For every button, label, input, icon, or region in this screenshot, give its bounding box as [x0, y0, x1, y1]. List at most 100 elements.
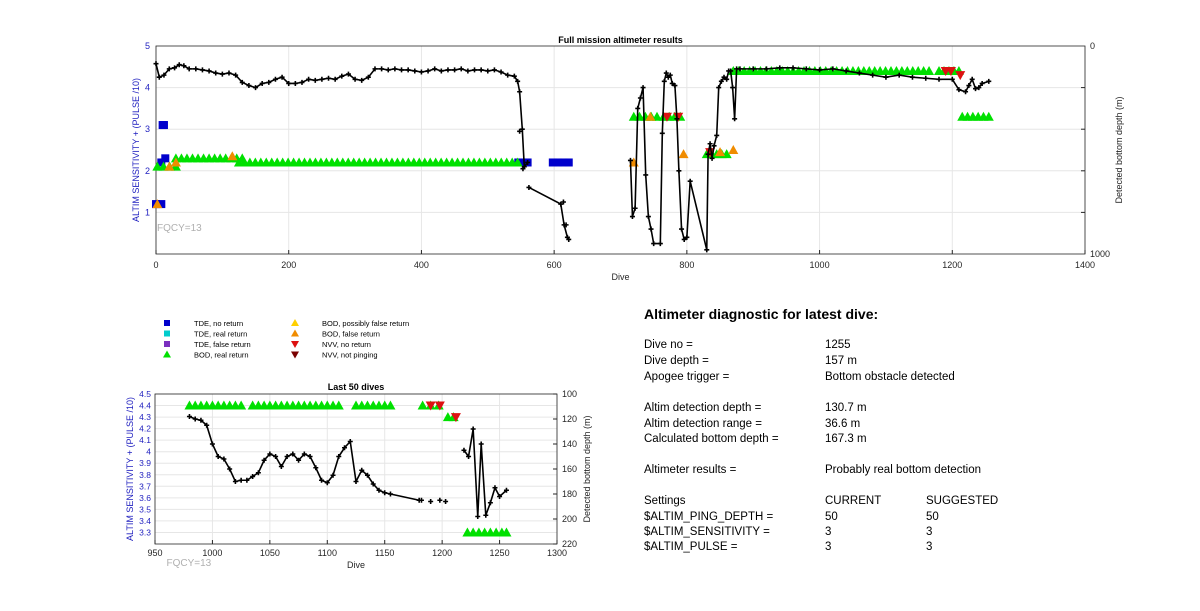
x-axis-label: Dive	[611, 272, 629, 282]
depth-point	[186, 66, 192, 72]
depth-point	[705, 151, 711, 157]
x-tick-label: 600	[547, 260, 562, 270]
depth-point	[376, 487, 382, 493]
depth-point	[307, 454, 313, 459]
calculated-bottom-depth-label: Calculated bottom depth =	[644, 433, 779, 445]
depth-point	[721, 74, 727, 80]
y-tick-label: 4	[145, 83, 150, 93]
depth-point	[192, 416, 198, 422]
depth-point	[359, 77, 365, 83]
depth-point	[517, 128, 523, 134]
depth-point	[365, 74, 371, 80]
depth-point	[312, 77, 318, 83]
depth-point	[817, 67, 823, 73]
y-tick-label: 4	[146, 447, 151, 457]
depth-point	[732, 116, 738, 122]
depth-point	[272, 76, 278, 82]
marker-tde-no-return	[157, 200, 166, 209]
legend-label: NVV, not pinging	[322, 351, 378, 360]
depth-point	[724, 76, 730, 82]
depth-point	[232, 479, 238, 484]
last-50-dives-chart: 950 1000 1050 1100 1150 1200 1250 1300 3.33.4 3.5…	[125, 382, 592, 570]
depth-point	[226, 70, 232, 76]
x-tick-label: 1300	[547, 548, 567, 558]
x-tick-label: 200	[281, 260, 296, 270]
sensitivity-current: 3	[825, 526, 832, 538]
depth-point	[672, 83, 678, 89]
depth-point	[452, 67, 458, 73]
depth-point	[470, 426, 476, 432]
depth-point	[870, 72, 876, 78]
x-tick-label: 1200	[942, 260, 962, 270]
depth-point	[176, 62, 182, 68]
legend-marker-tde-false-return	[164, 341, 170, 347]
depth-point	[979, 80, 985, 86]
y2-tick-label: 1000	[1090, 249, 1110, 259]
x-tick-label: 0	[153, 260, 158, 270]
depth-point	[437, 497, 443, 503]
depth-point	[505, 72, 511, 78]
depth-point	[956, 87, 962, 93]
depth-point	[221, 456, 227, 462]
diagnostic-title: Altimeter diagnostic for latest dive:	[644, 306, 879, 322]
y-tick-label: 3	[145, 124, 150, 134]
y2-tick-label: 220	[562, 539, 577, 549]
suggested-label: SUGGESTED	[926, 495, 999, 507]
y2-tick-label: 160	[562, 464, 577, 474]
depth-point	[313, 465, 319, 471]
marker-bod-real-return	[333, 400, 344, 410]
depth-point	[215, 454, 221, 459]
full-mission-chart: 0 200 400 600 800 1000 1200 1400 1 2 3 4 5 0 1000 Full …	[131, 35, 1124, 282]
depth-point	[637, 95, 643, 101]
settings-label: Settings	[644, 495, 686, 507]
y-tick-label: 4.3	[139, 412, 151, 422]
legend-label: TDE, no return	[194, 319, 243, 328]
altim-detection-depth-value: 130.7 m	[825, 402, 867, 414]
y-tick-label: 2	[145, 166, 150, 176]
legend-label: BOD, real return	[194, 351, 249, 360]
depth-point	[679, 226, 685, 232]
depth-point	[777, 65, 783, 71]
y-tick-label: 5	[145, 41, 150, 51]
marker-bod-real-return	[512, 157, 523, 167]
depth-point	[219, 71, 225, 77]
depth-point	[372, 66, 378, 72]
depth-point	[387, 491, 393, 497]
y2-axis-label: Detected bottom depth (m)	[1114, 96, 1124, 203]
depth-point	[213, 70, 219, 76]
depth-point	[418, 497, 424, 503]
altim-detection-range-label: Altim detection range =	[644, 418, 762, 430]
marker-bod-real-return	[983, 111, 994, 121]
depth-point	[667, 72, 673, 78]
dive-depth-value: 157 m	[825, 355, 857, 367]
depth-point	[284, 454, 290, 459]
depth-point	[181, 63, 187, 69]
legend-label: BOD, possibly false return	[322, 319, 409, 328]
dive-no-label: Dive no =	[644, 339, 693, 351]
depth-point	[676, 168, 682, 174]
depth-point	[352, 76, 358, 82]
depth-point	[319, 477, 325, 483]
y-tick-label: 3.6	[139, 493, 151, 503]
depth-point	[843, 68, 849, 74]
pulse-label: $ALTIM_PULSE =	[644, 541, 738, 553]
pulse-current: 3	[825, 541, 832, 553]
depth-point	[909, 74, 915, 80]
depth-point	[728, 68, 734, 74]
depth-point	[299, 79, 305, 85]
depth-point	[261, 457, 267, 463]
altimeter-results-label: Altimeter results =	[644, 464, 737, 476]
depth-point	[659, 130, 665, 136]
marker-bod-false-return	[728, 145, 739, 154]
depth-point	[707, 141, 713, 147]
depth-point	[379, 66, 385, 72]
altim-detection-depth-label: Altim detection depth =	[644, 402, 762, 414]
depth-point	[478, 67, 484, 73]
depth-point	[306, 76, 312, 82]
depth-point	[342, 445, 348, 451]
y2-tick-label: 140	[562, 439, 577, 449]
depth-point	[266, 79, 272, 85]
legend-marker-nvv-not-pinging	[291, 351, 299, 359]
depth-point	[627, 157, 633, 163]
